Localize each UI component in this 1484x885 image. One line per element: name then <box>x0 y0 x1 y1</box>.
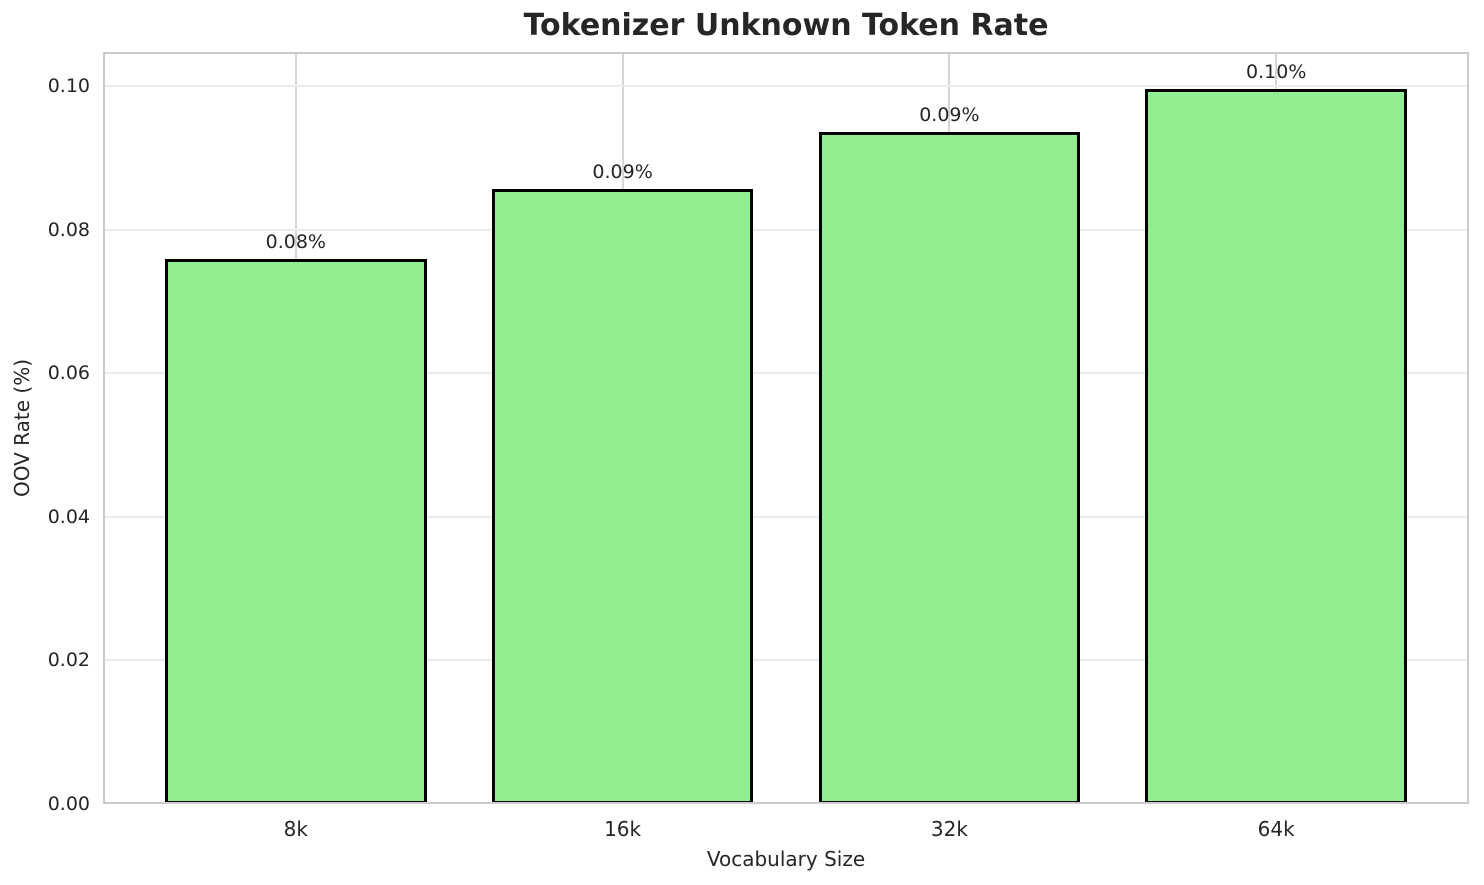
bar <box>165 259 427 804</box>
bar <box>1145 88 1407 804</box>
y-tick-label: 0.10 <box>47 75 90 98</box>
bar-value-label: 0.08% <box>265 231 326 254</box>
x-tick-label: 64k <box>1257 817 1295 841</box>
bar <box>818 131 1081 804</box>
chart-title: Tokenizer Unknown Token Rate <box>523 8 1049 43</box>
y-tick-label: 0.08 <box>47 218 90 241</box>
gridline-horizontal <box>103 515 1469 518</box>
x-tick-label: 8k <box>283 817 308 841</box>
bar-value-label: 0.09% <box>592 161 653 184</box>
bar-value-label: 0.10% <box>1246 60 1307 83</box>
x-axis-label: Vocabulary Size <box>706 847 866 871</box>
y-tick-label: 0.02 <box>47 649 90 672</box>
bar <box>491 189 754 804</box>
gridline-horizontal <box>103 372 1469 375</box>
gridline-horizontal <box>103 85 1469 88</box>
gridline-horizontal <box>103 228 1469 231</box>
y-tick-label: 0.04 <box>47 505 90 528</box>
plot-area: 0.08% 0.09% 0.09% 0.10% <box>103 52 1469 804</box>
x-tick-label: 16k <box>604 817 642 841</box>
y-tick-label: 0.00 <box>47 793 90 815</box>
x-tick-label: 32k <box>930 817 968 841</box>
y-tick-label: 0.06 <box>47 362 90 385</box>
gridline-horizontal <box>103 659 1469 662</box>
bar-value-label: 0.09% <box>919 103 980 126</box>
